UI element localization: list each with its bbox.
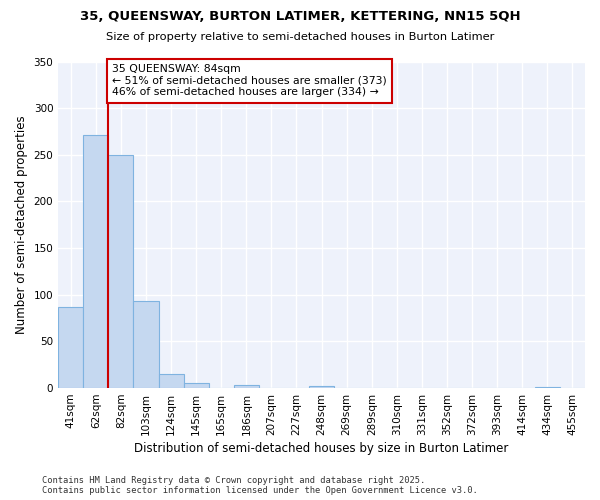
Bar	[234, 386, 259, 388]
Text: 35, QUEENSWAY, BURTON LATIMER, KETTERING, NN15 5QH: 35, QUEENSWAY, BURTON LATIMER, KETTERING…	[80, 10, 520, 23]
Bar	[58, 307, 83, 388]
Bar	[133, 302, 158, 388]
Bar	[309, 386, 334, 388]
Text: Contains HM Land Registry data © Crown copyright and database right 2025.
Contai: Contains HM Land Registry data © Crown c…	[42, 476, 478, 495]
Bar	[83, 135, 109, 388]
Bar	[109, 155, 133, 388]
Text: 35 QUEENSWAY: 84sqm
← 51% of semi-detached houses are smaller (373)
46% of semi-: 35 QUEENSWAY: 84sqm ← 51% of semi-detach…	[112, 64, 387, 98]
Y-axis label: Number of semi-detached properties: Number of semi-detached properties	[15, 116, 28, 334]
Bar	[535, 387, 560, 388]
Bar	[158, 374, 184, 388]
X-axis label: Distribution of semi-detached houses by size in Burton Latimer: Distribution of semi-detached houses by …	[134, 442, 509, 455]
Text: Size of property relative to semi-detached houses in Burton Latimer: Size of property relative to semi-detach…	[106, 32, 494, 42]
Bar	[184, 384, 209, 388]
